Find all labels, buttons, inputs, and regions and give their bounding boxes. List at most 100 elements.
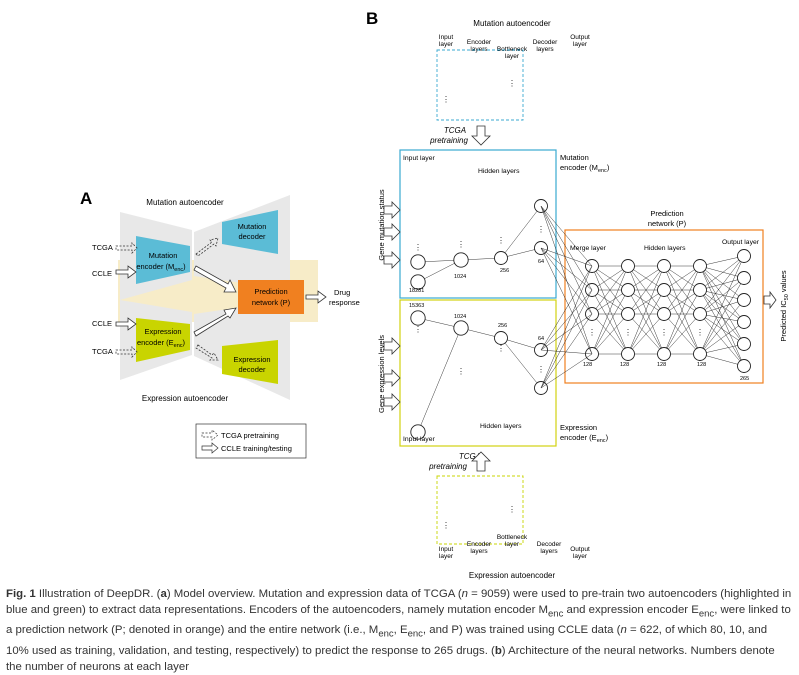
pred-net-ellipsis: ⋮: [696, 328, 704, 337]
caption-text-1: Illustration of DeepDR. (: [35, 588, 161, 600]
figure: A Mutation encoder (Menc) Mutation decod…: [80, 9, 790, 580]
merge-edge: [540, 247, 593, 267]
ae-ellipsis: ⋮: [442, 95, 450, 104]
ae-ellipsis: ⋮: [508, 79, 516, 88]
expression-decoder-label-1: Expression: [233, 355, 270, 364]
pred-net-neuron: [737, 271, 751, 285]
merge-edge: [540, 205, 593, 291]
mut-enc-neuron: [453, 252, 469, 268]
expression-autoencoder-title: Expression autoencoder: [142, 394, 229, 403]
input-layer-label-top: Input layer: [403, 155, 435, 162]
exp-enc-neuron: [410, 424, 426, 440]
output-layer-label: Output layer: [722, 239, 760, 246]
expression-encoder-label-2: encoder (Eenc): [137, 338, 186, 349]
gene-expression-levels-label: Gene expression levels: [377, 335, 386, 413]
expression-encoder-label-1: Expression: [144, 327, 181, 336]
mutation-encoder-block: [136, 236, 190, 284]
pred-net-neuron: [657, 347, 671, 361]
caption-enc4: enc: [407, 628, 423, 640]
pred-count-128-d: 128: [697, 362, 706, 368]
caption-text-6: , E: [393, 624, 408, 637]
drug-response-label-1: Drug: [334, 288, 350, 297]
pred-net-edge: [663, 289, 701, 315]
merge-layer-label: Merge layer: [570, 245, 607, 252]
bottom-encoder-layers-1: Encoder: [467, 541, 492, 548]
exp-count-256: 256: [498, 323, 507, 329]
bottom-pretraining-label: pretraining: [428, 462, 467, 471]
mutation-decoder-label-1: Mutation: [238, 222, 267, 231]
pred-hidden-layers-label: Hidden layers: [644, 245, 686, 252]
ae-ellipsis: ⋮: [508, 505, 516, 514]
mut-enc-edge: [500, 205, 542, 259]
pred-net-ellipsis: ⋮: [624, 328, 632, 337]
merge-edge: [540, 313, 593, 389]
merge-edge: [540, 265, 593, 351]
bottom-ae-title: Expression autoencoder: [469, 571, 556, 580]
pred-net-edge: [663, 265, 701, 355]
ccle-input-label-top: CCLE: [92, 269, 112, 278]
pred-net-edge: [591, 265, 629, 315]
merge-edge: [540, 205, 593, 315]
caption-text-2: ) Model overview. Mutation and expressio…: [166, 588, 462, 600]
mutation-encoder-box: [399, 149, 557, 299]
top-pretrain-arrow: [471, 125, 491, 146]
pred-net-edge: [699, 277, 745, 315]
bottom-pretrain-arrow: [471, 451, 491, 472]
prediction-network-label-2: network (P): [252, 298, 291, 307]
pred-net-edge: [627, 265, 665, 315]
tcga-arrows: [115, 237, 219, 361]
expression-encoder-box: [399, 299, 557, 447]
mutation-encoder-label-1: Mutation: [149, 251, 178, 260]
pred-net-edge: [699, 289, 745, 301]
pred-net-neuron: [657, 283, 671, 297]
caption-n2: n: [620, 624, 627, 637]
legend-solid-arrow: [201, 442, 219, 454]
pred-net-edge: [699, 289, 745, 323]
caption-text-7: , and P) was trained using CCLE data (: [422, 624, 621, 637]
merge-edge: [540, 313, 593, 351]
bottom-bottleneck-1: Bottleneck: [497, 534, 528, 541]
pred-net-neuron: [657, 307, 671, 321]
mutation-encoder-b-label-1: Mutation: [560, 153, 589, 162]
top-encoder-layers-1: Encoder: [467, 39, 492, 46]
pred-net-edge: [591, 265, 629, 355]
pred-net-edge: [699, 265, 745, 301]
legend-tcga-label: TCGA pretraining: [221, 431, 279, 440]
caption-text-3: = 9059) were used to pre-train two autoe…: [6, 588, 792, 616]
expression-encoder-b-label-1: Expression: [560, 423, 597, 432]
merge-edge: [540, 353, 593, 389]
top-output-layer-1: Output: [570, 34, 590, 41]
exp-enc-ellipsis: ⋮: [457, 367, 465, 376]
merge-edge: [540, 289, 593, 351]
tcga-input-label-bottom: TCGA: [92, 347, 113, 356]
legend-dashed-arrow: [201, 429, 219, 441]
caption-text-5: , were linked to a prediction network (P…: [6, 604, 791, 637]
caption-text-8: = 622, of which 80, 10, and 10% used as …: [6, 624, 768, 657]
pred-net-edge: [663, 265, 701, 291]
mutation-encoder-b-label-2: encoder (Menc): [560, 163, 610, 174]
panel-a-label: A: [80, 189, 92, 208]
exp-enc-neuron: [494, 331, 508, 345]
top-decoder-layers-2: layers: [536, 46, 554, 53]
pred-net-edge: [699, 255, 745, 267]
top-bottleneck-2: layer: [505, 53, 520, 60]
pred-net-neuron: [737, 293, 751, 307]
panel-a: A Mutation encoder (Menc) Mutation decod…: [80, 189, 360, 459]
pred-count-128-c: 128: [657, 362, 666, 368]
merge-edge: [540, 349, 593, 355]
mutation-decoder-block: [222, 210, 278, 254]
pred-net-edge: [699, 313, 745, 367]
pred-net-edge: [699, 313, 745, 323]
pred-net-edge: [627, 289, 665, 355]
top-autoencoder-net: ⋮⋮: [442, 79, 516, 104]
prediction-network-box: [564, 229, 764, 384]
merge-edge: [540, 205, 593, 267]
pred-net-ellipsis: ⋮: [660, 328, 668, 337]
caption-enc1: enc: [548, 608, 564, 620]
expression-decoder-label-2: decoder: [238, 365, 266, 374]
expression-decoder-block: [222, 340, 278, 384]
pred-net-edge: [699, 255, 745, 355]
panel-b-label: B: [366, 9, 378, 28]
pred-net-edge: [699, 277, 745, 355]
bottom-output-layer-2: layer: [573, 553, 588, 560]
